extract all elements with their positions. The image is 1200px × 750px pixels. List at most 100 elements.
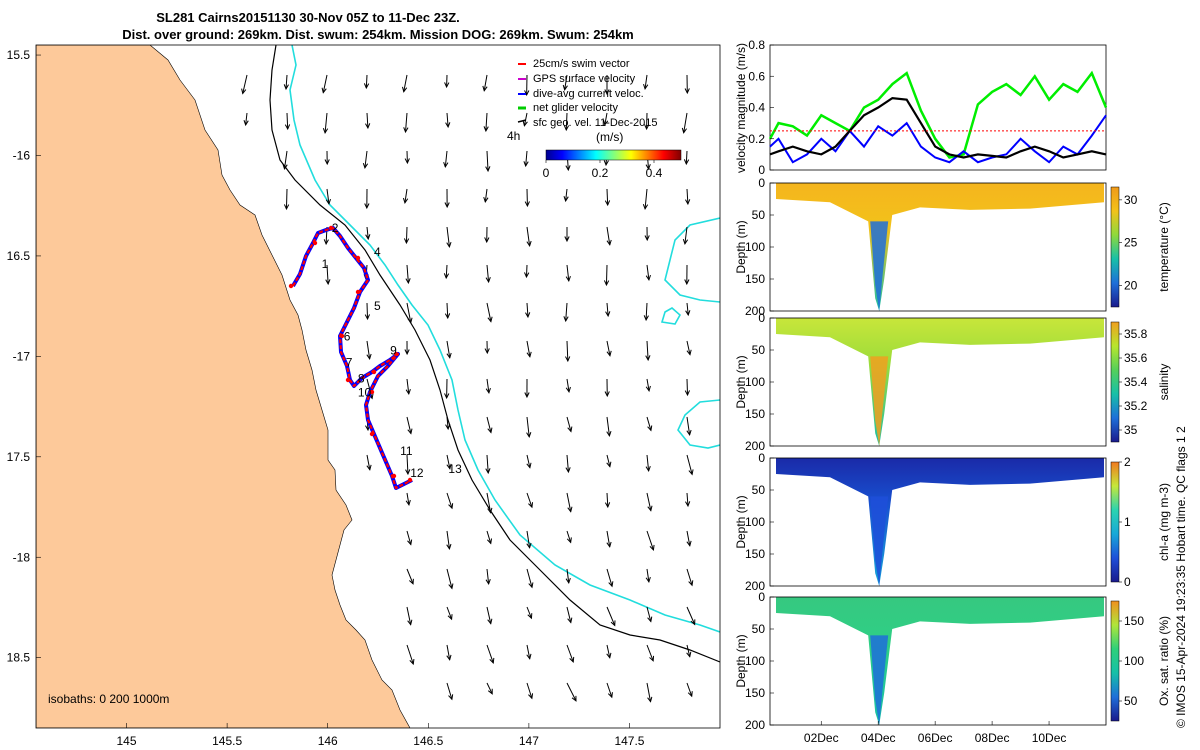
- sfc-vector-head: [444, 202, 450, 209]
- sfc-vector-shaft: [526, 340, 531, 357]
- sfc-vector-head: [241, 88, 247, 95]
- sfc-vector-head: [405, 499, 411, 506]
- sfc-vector-head: [686, 429, 692, 436]
- lat-tick-label: 17.5: [7, 450, 31, 464]
- sfc-vector-shaft: [366, 302, 369, 320]
- colorbar-tick-label: 35: [1124, 423, 1138, 437]
- sfc-vector-shaft: [606, 454, 611, 467]
- sfc-vector-head: [446, 352, 452, 359]
- sfc-vector-shaft: [406, 568, 414, 584]
- sfc-vector-shaft: [646, 568, 650, 582]
- sfc-vector-head: [485, 277, 491, 284]
- track-point: [345, 377, 351, 383]
- sfc-vector-shaft: [686, 378, 689, 396]
- colorbar-tick-label: 35.4: [1124, 375, 1148, 389]
- sfc-vector-shaft: [486, 378, 490, 393]
- sfc-vector-head: [243, 120, 249, 127]
- sfc-vector-shaft: [484, 188, 488, 202]
- sfc-vector-head: [487, 538, 493, 545]
- sfc-vector-head: [642, 204, 649, 211]
- sfc-vector-head: [606, 461, 612, 468]
- sfc-vector-shaft: [646, 530, 654, 551]
- sfc-vector-shaft: [486, 606, 492, 624]
- sfc-vector-shaft: [646, 416, 652, 431]
- sfc-vector-head: [647, 616, 653, 623]
- track-point: [371, 369, 377, 375]
- sfc-vector-head: [606, 541, 612, 548]
- waypoint-label: 5: [374, 299, 381, 313]
- sfc-vector-shaft: [604, 112, 608, 125]
- velocity-ytick-label: 0.2: [748, 132, 765, 146]
- waypoint-label: 9: [390, 343, 397, 357]
- sfc-vector-head: [565, 276, 571, 283]
- sfc-vector-head: [645, 385, 651, 392]
- sfc-vector-head: [604, 200, 611, 207]
- track-point: [369, 389, 375, 395]
- sfc-vector-head: [567, 617, 573, 624]
- track-point: [355, 289, 361, 295]
- colorbar-tick-label: 25: [1124, 236, 1138, 250]
- track-point: [312, 240, 318, 246]
- colorbar-tick-label: 0.2: [592, 166, 609, 180]
- sfc-vector-shaft: [324, 112, 328, 133]
- sfc-vector-shaft: [406, 530, 412, 545]
- sfc-vector-head: [365, 123, 371, 130]
- sfc-vector-head: [447, 614, 453, 621]
- sfc-vector-shaft: [446, 112, 449, 127]
- figure-title-line1: SL281 Cairns20151130 30-Nov 05Z to 11-De…: [156, 10, 460, 25]
- sfc-vector-shaft: [606, 340, 611, 356]
- depth-tick-label: 150: [745, 686, 765, 700]
- sfc-vector-head: [565, 356, 571, 363]
- sfc-vector-head: [606, 350, 612, 357]
- sfc-vector-head: [684, 279, 690, 286]
- lon-tick-label: 145: [117, 734, 137, 748]
- sfc-vector-shaft: [406, 378, 410, 394]
- sfc-vector-head: [443, 162, 449, 169]
- sfc-vector-head: [688, 580, 694, 587]
- velocity-series: [768, 70, 1108, 164]
- sfc-vector-head: [409, 578, 414, 585]
- sfc-vector-head: [365, 234, 371, 241]
- sfc-vector-shaft: [684, 226, 688, 244]
- sfc-vector-shaft: [446, 302, 449, 319]
- sfc-vector-head: [282, 163, 288, 170]
- colorbar-tick-label: 0.4: [646, 166, 663, 180]
- sfc-vector-head: [690, 619, 696, 626]
- time-step-label: 4h: [507, 129, 520, 143]
- sfc-vector-head: [526, 653, 532, 660]
- sfc-vector-head: [563, 196, 569, 203]
- sfc-vector-head: [483, 126, 489, 133]
- sfc-vector-head: [685, 310, 691, 317]
- waypoint-label: 10: [358, 386, 372, 400]
- section-deep-plunge: [870, 356, 889, 446]
- sfc-vector-head: [485, 166, 491, 173]
- sfc-vector-shaft: [526, 302, 529, 318]
- sfc-vector-shaft: [286, 112, 289, 130]
- sfc-vector-shaft: [322, 74, 328, 93]
- depth-tick-label: 50: [752, 622, 766, 636]
- sfc-vector-shaft: [566, 682, 577, 702]
- section-variable-label: temperature (°C): [1157, 202, 1171, 292]
- depth-axis-label: Depth (m): [734, 634, 748, 687]
- sfc-vector-head: [645, 576, 651, 584]
- sfc-vector-shaft: [486, 530, 492, 544]
- sfc-vector-shaft: [285, 188, 288, 210]
- sfc-vector-head: [283, 84, 289, 91]
- sfc-vector-shaft: [526, 226, 531, 246]
- sfc-vector-head: [284, 124, 291, 131]
- depth-tick-label: 100: [745, 375, 765, 389]
- sfc-vector-shaft: [566, 568, 570, 583]
- section-colorbar: [1110, 186, 1120, 308]
- sfc-vector-shaft: [565, 188, 568, 201]
- depth-axis-label: Depth (m): [734, 495, 748, 548]
- sfc-vector-head: [483, 196, 489, 204]
- sfc-vector-head: [683, 159, 690, 166]
- sfc-vector-shaft: [486, 568, 490, 584]
- sfc-vector-shaft: [526, 454, 531, 468]
- sfc-vector-shaft: [446, 454, 451, 469]
- sfc-vector-shaft: [525, 150, 528, 166]
- time-tick-label: 06Dec: [918, 731, 953, 745]
- legend-gps-velocity: GPS surface velocity: [533, 73, 636, 85]
